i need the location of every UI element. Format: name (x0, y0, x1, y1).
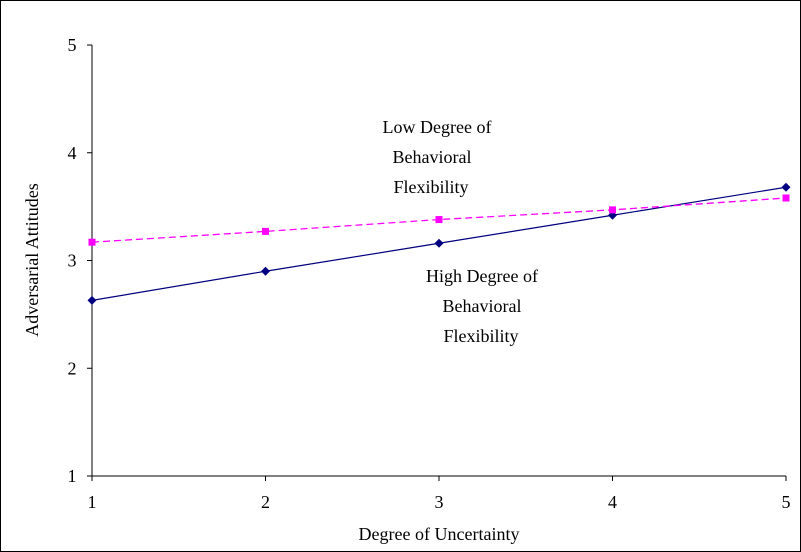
annotation-low-flexibility: Low Degree of Behavioral Flexibility (383, 117, 492, 197)
annotation-high-line-1: High Degree of (426, 266, 538, 286)
series-2-point (262, 227, 269, 235)
y-tick-label: 3 (68, 251, 77, 271)
y-tick-label: 2 (68, 358, 77, 378)
x-tick-label: 3 (435, 492, 444, 512)
x-tick-label: 2 (261, 492, 270, 512)
y-axis-title: Adversarial Attitudes (22, 183, 42, 336)
y-tick-label: 5 (68, 35, 77, 55)
annotation-low-line-1: Low Degree of (383, 117, 492, 137)
series-1-point (87, 295, 97, 305)
series-2-point (782, 194, 790, 202)
x-tick-label: 1 (88, 492, 97, 512)
annotation-high-line-2: Behavioral (443, 296, 522, 316)
series-1-point (781, 182, 791, 192)
x-tick-label: 4 (608, 492, 617, 512)
series-2-point (435, 216, 443, 224)
annotation-high-flexibility: High Degree of Behavioral Flexibility (426, 266, 538, 346)
axes (91, 45, 786, 477)
series-2-point (88, 238, 96, 246)
series-2-point (609, 206, 616, 214)
x-ticks: 1 2 3 4 5 (88, 476, 791, 512)
y-ticks: 1 2 3 4 5 (68, 35, 92, 486)
x-tick-label: 5 (782, 492, 791, 512)
series-1-point (434, 238, 444, 248)
series-1-point (261, 266, 270, 276)
series-group (87, 182, 791, 305)
annotation-low-line-3: Flexibility (393, 177, 468, 197)
x-axis-title: Degree of Uncertainty (359, 524, 520, 544)
y-tick-label: 4 (68, 143, 77, 163)
y-tick-label: 1 (68, 466, 77, 486)
annotation-high-line-3: Flexibility (443, 326, 518, 346)
annotation-low-line-2: Behavioral (393, 147, 472, 167)
